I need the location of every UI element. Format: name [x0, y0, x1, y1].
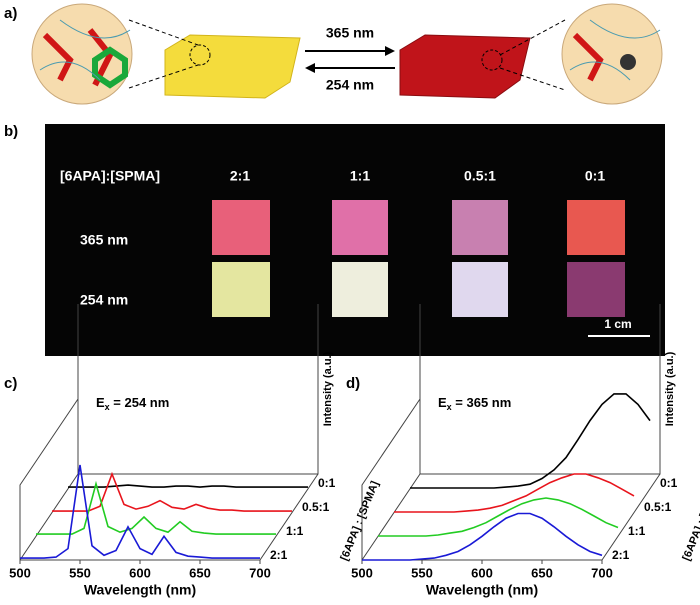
series-label: 1:1 — [286, 524, 304, 538]
sample — [212, 262, 270, 317]
panel-letter: d) — [346, 375, 360, 392]
sample — [212, 200, 270, 255]
arrow-label: 254 nm — [326, 77, 374, 93]
x-tick-label: 500 — [351, 565, 373, 580]
spectrum-line — [378, 497, 619, 537]
spectrum-line — [394, 473, 635, 513]
x-tick-label: 700 — [591, 565, 613, 580]
zoom-marker — [481, 49, 503, 71]
column-label: 1:1 — [350, 168, 370, 184]
spectrum-line — [362, 512, 603, 561]
y-axis-label: Intensity (a.u.) — [322, 351, 334, 426]
series-label: 0:1 — [660, 476, 678, 490]
x-tick-label: 500 — [9, 565, 31, 580]
zoom-line — [499, 19, 566, 91]
depth-axis-label: [6APA] : [SPMA] — [680, 479, 700, 562]
yellow-gel — [164, 34, 301, 99]
row-label: 365 nm — [80, 232, 128, 248]
zoom-circle — [31, 3, 133, 105]
x-tick-label: 650 — [531, 565, 553, 580]
annotation-part: = 365 nm — [452, 395, 512, 410]
series-label: 2:1 — [270, 548, 288, 562]
polymer-chain — [39, 19, 131, 81]
polymer-chain — [569, 19, 661, 81]
spectrum-line — [410, 393, 651, 489]
spectrum-line — [68, 484, 308, 488]
sample — [452, 262, 508, 317]
annotation-part: = 254 nm — [110, 395, 170, 410]
x-axis-label: Wavelength (nm) — [84, 582, 196, 598]
arrow-head — [385, 46, 395, 56]
x-tick-label: 600 — [129, 565, 151, 580]
panel-letter: a) — [4, 5, 17, 22]
series-label: 2:1 — [612, 548, 630, 562]
column-label: 2:1 — [230, 168, 250, 184]
x-tick-label: 700 — [249, 565, 271, 580]
spectrum-line — [36, 480, 276, 535]
column-label: 0.5:1 — [464, 168, 496, 184]
annotation-part: x — [447, 402, 452, 412]
x-tick-label: 650 — [189, 565, 211, 580]
annotation: Ex = 365 nm — [438, 395, 511, 412]
tb-complex — [620, 54, 636, 70]
scale-bar-label: 1 cm — [604, 317, 631, 331]
spectrum-line — [52, 471, 292, 512]
annotation-part: E — [438, 395, 447, 410]
zoom-circle — [561, 3, 663, 105]
row-header: [6APA]:[SPMA] — [60, 168, 160, 184]
molecule-red — [572, 32, 604, 82]
panel-letter: c) — [4, 375, 17, 392]
sample — [332, 262, 388, 317]
sample — [567, 262, 625, 317]
series-label: 0.5:1 — [302, 500, 330, 514]
sample — [567, 200, 625, 255]
annotation-part: x — [105, 402, 110, 412]
sample — [452, 200, 508, 255]
x-axis-label: Wavelength (nm) — [426, 582, 538, 598]
arrow-label: 365 nm — [326, 25, 374, 41]
spectrum-line — [20, 464, 260, 559]
zoom-line — [128, 19, 199, 89]
series-label: 0:1 — [318, 476, 336, 490]
depth-axis-label: [6APA] : [SPMA] — [338, 479, 381, 562]
x-tick-label: 550 — [69, 565, 91, 580]
panel-letter: b) — [4, 123, 18, 140]
row-label: 254 nm — [80, 292, 128, 308]
x-tick-label: 550 — [411, 565, 433, 580]
y-axis-label: Intensity (a.u.) — [664, 351, 676, 426]
annotation: Ex = 254 nm — [96, 395, 169, 412]
column-label: 0:1 — [585, 168, 605, 184]
sample — [332, 200, 388, 255]
series-label: 0.5:1 — [644, 500, 672, 514]
red-gel — [399, 34, 531, 99]
arrow-head — [305, 63, 315, 73]
x-tick-label: 600 — [471, 565, 493, 580]
series-label: 1:1 — [628, 524, 646, 538]
annotation-part: E — [96, 395, 105, 410]
zoom-marker — [189, 44, 211, 66]
